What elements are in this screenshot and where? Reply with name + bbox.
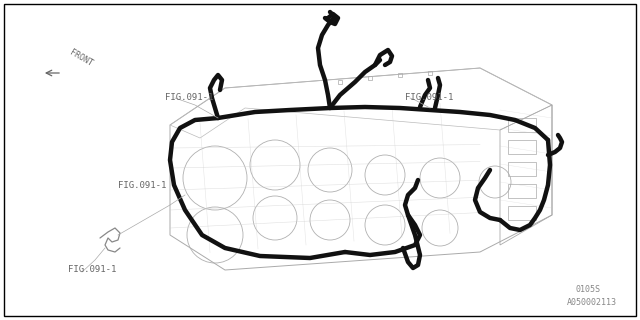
Text: FIG.091-1: FIG.091-1 [165, 93, 213, 102]
Text: FRONT: FRONT [68, 48, 94, 68]
Text: FIG.091-1: FIG.091-1 [68, 266, 116, 275]
Bar [508, 162, 536, 176]
Text: FIG.091-1: FIG.091-1 [118, 180, 166, 189]
Bar [508, 118, 536, 132]
Bar [508, 140, 536, 154]
Text: 0105S: 0105S [575, 285, 600, 294]
Text: FIG.091-1: FIG.091-1 [405, 93, 453, 102]
Bar [508, 206, 536, 220]
Text: A050002113: A050002113 [567, 298, 617, 307]
Bar [508, 184, 536, 198]
